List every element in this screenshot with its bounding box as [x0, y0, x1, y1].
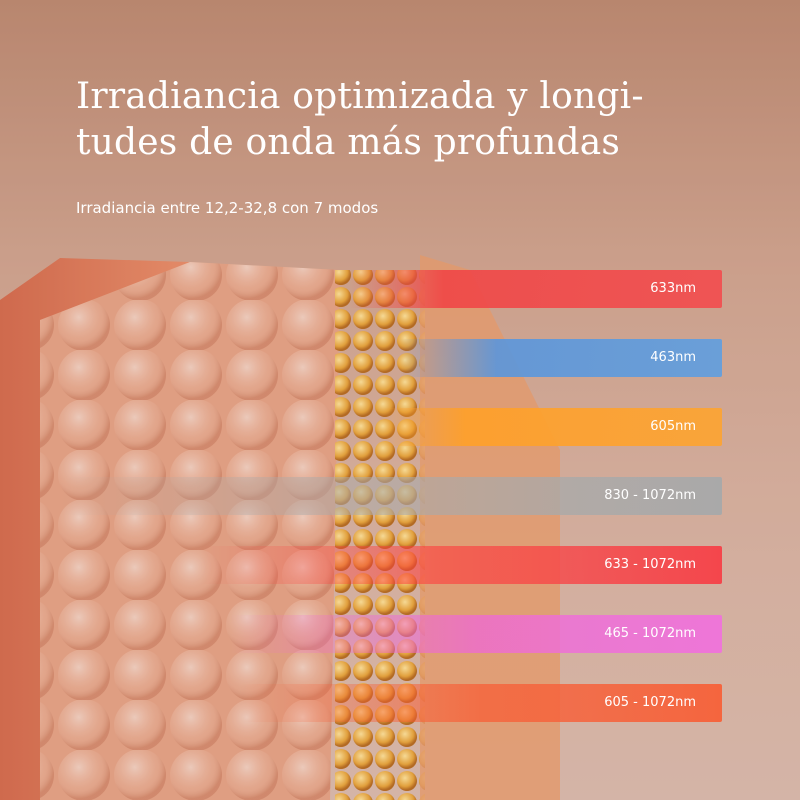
- beam-label: 633 - 1072nm: [604, 557, 696, 572]
- beam-label: 463nm: [650, 350, 696, 365]
- beam-label: 605 - 1072nm: [604, 695, 696, 710]
- beam: 633 - 1072nm: [200, 546, 722, 584]
- cell-bubbles: [40, 262, 340, 800]
- beam: 633nm: [350, 270, 722, 308]
- title-line: tudes de onda más profundas: [76, 122, 621, 163]
- beam-label: 465 - 1072nm: [604, 626, 696, 641]
- beam: 605nm: [380, 408, 722, 446]
- inner-layer: [420, 255, 560, 800]
- title: Irradiancia optimizada y longi- tudes de…: [76, 74, 644, 166]
- beam: 463nm: [400, 339, 722, 377]
- subtitle: Irradiancia entre 12,2-32,8 con 7 modos: [76, 199, 379, 217]
- title-line: Irradiancia optimizada y longi-: [76, 76, 644, 117]
- beam: 830 - 1072nm: [60, 477, 722, 515]
- beam-label: 830 - 1072nm: [604, 488, 696, 503]
- beam-label: 605nm: [650, 419, 696, 434]
- beam: 605 - 1072nm: [240, 684, 722, 722]
- beam: 465 - 1072nm: [230, 615, 722, 653]
- beam-label: 633nm: [650, 281, 696, 296]
